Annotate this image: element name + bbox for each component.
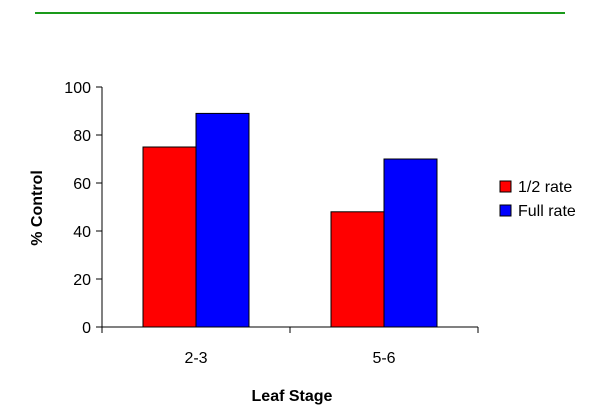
legend-swatch: [499, 180, 512, 193]
y-tick-label: 40: [73, 224, 91, 241]
x-axis-title: Leaf Stage: [252, 388, 333, 405]
x-tick-label: 2-3: [184, 350, 207, 367]
bar-full-rate-2-3: [195, 112, 250, 328]
bars: [142, 112, 438, 328]
tick-labels: 0 20 40 60 80 100 2-3 5-6: [64, 80, 395, 367]
bar-full-rate-5-6: [383, 158, 438, 328]
y-tick-label: 100: [64, 80, 91, 97]
legend-label: 1/2 rate: [518, 179, 572, 196]
y-tick-label: 80: [73, 128, 91, 145]
x-tick-label: 5-6: [372, 350, 395, 367]
y-tick-label: 60: [73, 176, 91, 193]
bar-half-rate-2-3: [142, 146, 197, 328]
y-axis-title: % Control: [29, 170, 46, 246]
y-tick-label: 20: [73, 272, 91, 289]
legend-swatch: [499, 204, 512, 217]
bar-half-rate-5-6: [330, 211, 385, 328]
legend: 1/2 rate Full rate: [499, 179, 576, 220]
y-tick-label: 0: [82, 320, 91, 337]
legend-label: Full rate: [518, 203, 576, 220]
